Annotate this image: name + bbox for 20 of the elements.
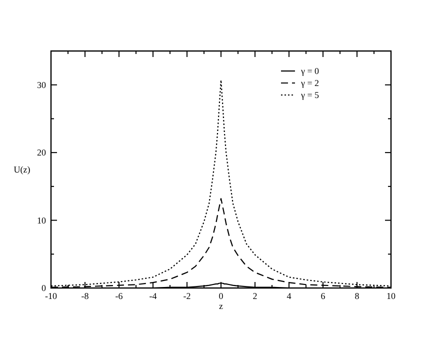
y-axis-title: U(z) <box>14 164 30 174</box>
x-tick-label: 6 <box>320 291 326 301</box>
y-tick-label: 0 <box>42 283 46 293</box>
legend-label: γ = 5 <box>300 90 320 100</box>
x-tick-label: 10 <box>386 291 396 301</box>
legend-label: γ = 0 <box>300 66 320 76</box>
x-tick-label: 0 <box>218 291 224 301</box>
x-axis-title: z <box>219 301 223 311</box>
x-tick-label: 8 <box>354 291 360 301</box>
x-tick-label: -4 <box>149 291 158 301</box>
x-tick-label: -2 <box>183 291 191 301</box>
x-tick-label: 4 <box>286 291 292 301</box>
legend-label: γ = 2 <box>300 78 320 88</box>
x-tick-label: -8 <box>81 291 90 301</box>
y-tick-label: 10 <box>37 215 46 226</box>
y-tick-label: 20 <box>37 148 46 158</box>
x-tick-label: 2 <box>252 291 258 301</box>
y-tick-label: 30 <box>37 80 46 90</box>
x-tick-label: -6 <box>115 291 124 301</box>
x-tick-label: -10 <box>45 291 58 301</box>
